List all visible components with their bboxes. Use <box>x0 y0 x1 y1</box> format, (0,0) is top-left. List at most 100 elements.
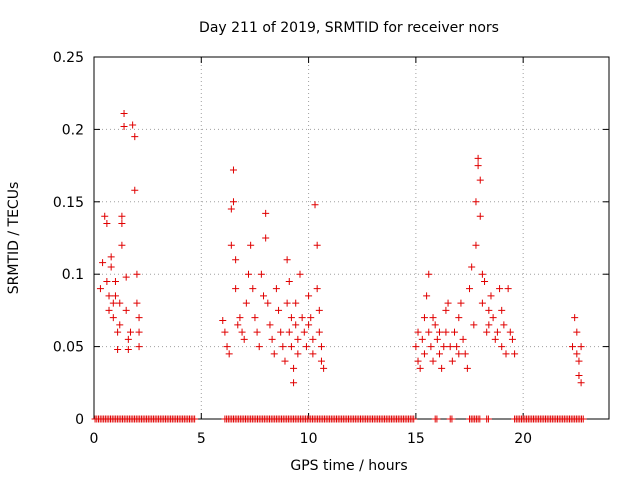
data-point <box>470 321 478 329</box>
data-point <box>107 263 115 271</box>
data-point <box>129 121 137 129</box>
zero-point <box>579 415 587 423</box>
data-point <box>105 292 113 300</box>
data-point <box>107 253 115 261</box>
data-point <box>133 299 141 307</box>
data-point <box>466 285 474 293</box>
data-point <box>442 328 450 336</box>
data-point <box>504 285 512 293</box>
data-point <box>427 343 435 351</box>
data-point <box>268 335 276 343</box>
data-point <box>103 220 111 228</box>
data-point <box>229 198 237 206</box>
data-point <box>287 314 295 322</box>
data-point <box>496 285 504 293</box>
data-point <box>420 314 428 322</box>
data-point <box>118 220 126 228</box>
data-point <box>283 299 291 307</box>
data-point <box>253 328 261 336</box>
data-point <box>232 256 240 264</box>
data-point <box>448 357 456 365</box>
data-point <box>135 343 143 351</box>
data-point <box>472 241 480 249</box>
data-point <box>483 328 491 336</box>
data-point <box>455 350 463 358</box>
data-point <box>478 270 486 278</box>
data-point <box>285 277 293 285</box>
data-point <box>474 162 482 170</box>
data-point <box>305 321 313 329</box>
data-point <box>292 321 300 329</box>
data-point <box>438 364 446 372</box>
data-point <box>416 364 424 372</box>
data-point <box>99 259 107 267</box>
data-point <box>575 357 583 365</box>
data-point <box>292 299 300 307</box>
data-point <box>234 321 242 329</box>
data-point <box>101 212 109 220</box>
x-axis-label: GPS time / hours <box>290 458 407 474</box>
x-tick-label: 15 <box>407 431 425 447</box>
data-point <box>114 328 122 336</box>
data-point <box>227 241 235 249</box>
data-point <box>423 292 431 300</box>
data-point <box>262 209 270 217</box>
data-point <box>573 350 581 358</box>
data-point <box>487 292 495 300</box>
data-point <box>249 285 257 293</box>
data-point <box>459 335 467 343</box>
x-tick-label: 10 <box>300 431 318 447</box>
data-point <box>491 335 499 343</box>
data-point <box>283 256 291 264</box>
y-tick-label: 0 <box>75 412 84 428</box>
data-point <box>307 314 315 322</box>
data-point <box>105 306 113 314</box>
data-point <box>238 328 246 336</box>
data-point <box>122 273 130 281</box>
data-point <box>229 166 237 174</box>
data-point <box>287 343 295 351</box>
data-point <box>440 343 448 351</box>
data-point <box>320 364 328 372</box>
y-tick-label: 0.2 <box>62 122 84 138</box>
x-tick-label: 0 <box>90 431 99 447</box>
data-point <box>232 285 240 293</box>
data-point <box>461 350 469 358</box>
data-point <box>96 285 104 293</box>
data-points <box>96 109 585 387</box>
data-point <box>414 328 422 336</box>
data-point <box>481 277 489 285</box>
data-point <box>478 299 486 307</box>
data-point <box>118 212 126 220</box>
data-point <box>275 306 283 314</box>
chart-title: Day 211 of 2019, SRMTID for receiver nor… <box>199 20 499 36</box>
data-point <box>242 299 250 307</box>
data-point <box>508 335 516 343</box>
data-point <box>463 364 471 372</box>
data-point <box>418 335 426 343</box>
data-point <box>219 317 227 325</box>
data-point <box>313 285 321 293</box>
data-point <box>305 292 313 300</box>
data-point <box>457 299 465 307</box>
data-point <box>294 335 302 343</box>
data-point <box>506 328 514 336</box>
data-point <box>433 335 441 343</box>
data-point <box>498 343 506 351</box>
data-point <box>493 328 501 336</box>
x-tick-label: 20 <box>514 431 532 447</box>
data-point <box>489 314 497 322</box>
data-point <box>476 212 484 220</box>
data-point <box>313 241 321 249</box>
data-point <box>511 350 519 358</box>
data-point <box>442 306 450 314</box>
data-point <box>296 270 304 278</box>
y-tick-label: 0.25 <box>53 50 84 66</box>
zero-point <box>433 415 441 423</box>
data-point <box>124 335 132 343</box>
data-point <box>225 350 233 358</box>
data-point <box>221 328 229 336</box>
data-point <box>425 270 433 278</box>
x-tick-label: 5 <box>197 431 206 447</box>
data-point <box>109 299 117 307</box>
